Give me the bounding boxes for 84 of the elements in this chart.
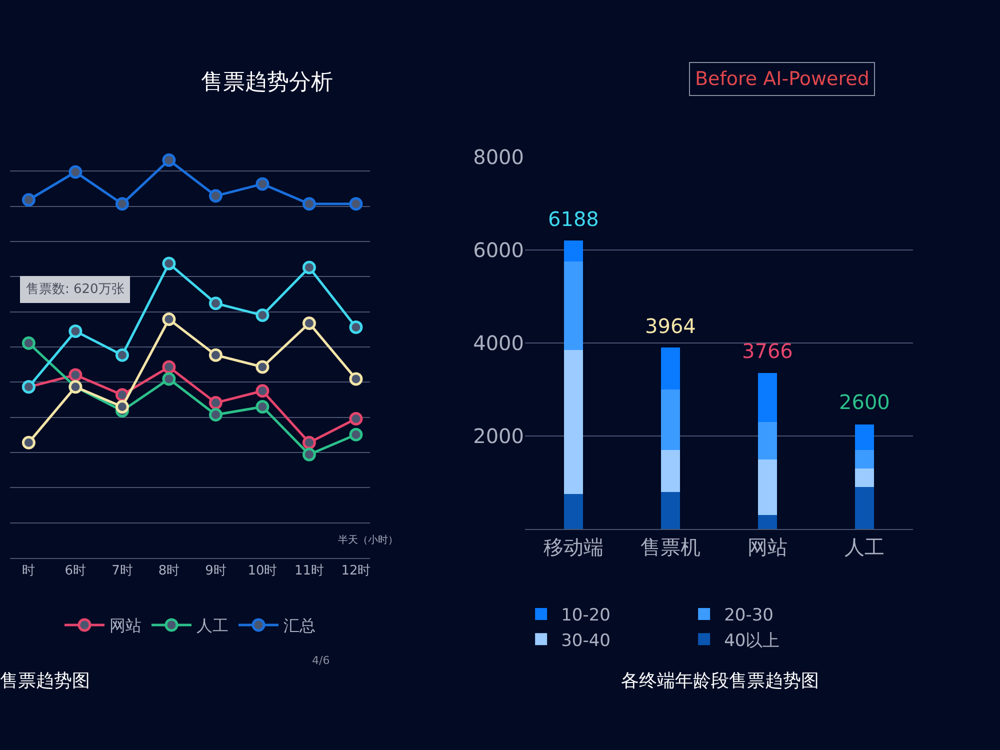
annotation: 3964 [645, 314, 696, 338]
x-tick-label: 7时 [112, 564, 133, 579]
point [208, 348, 222, 362]
point [208, 396, 222, 410]
text: 售票趋势分析 [201, 70, 333, 95]
x-tick-label: 9时 [205, 564, 226, 579]
y-tick-label: 2000 [473, 424, 524, 448]
x-axis-title: 半天（小时） [338, 534, 398, 546]
x-tick-label: 11时 [294, 564, 324, 579]
legend-label: 30-40 [561, 630, 610, 651]
bar [758, 515, 778, 529]
bar [854, 424, 874, 450]
point [349, 197, 363, 211]
legend-label: 40以上 [724, 630, 780, 651]
bar [660, 450, 680, 492]
bar [660, 348, 680, 390]
y-tick-label: 4000 [473, 331, 524, 355]
point [162, 312, 176, 326]
bar [564, 240, 584, 262]
point [256, 360, 270, 374]
annotation: 3766 [742, 339, 793, 363]
x-tick-label: 移动端 [544, 535, 604, 559]
point [349, 412, 363, 426]
point [208, 189, 222, 203]
legend-label: 20-30 [724, 606, 774, 626]
bar [758, 422, 778, 460]
bar [758, 459, 778, 516]
x-tick-label: 人工 [844, 535, 884, 559]
bar [854, 450, 874, 469]
annotation: 售票数: 620万张 [26, 282, 124, 297]
point [302, 316, 316, 330]
point [115, 348, 129, 362]
point [349, 372, 363, 386]
bar [564, 494, 584, 529]
x-tick-label: 10时 [248, 564, 278, 579]
text: 4/6 [312, 654, 330, 667]
legend-label: 10-20 [561, 606, 610, 626]
point [68, 368, 82, 382]
point [349, 320, 363, 334]
x-tick-label: 8时 [158, 564, 180, 579]
point [162, 360, 176, 374]
bar [564, 350, 584, 494]
x-tick-label: 售票机 [640, 535, 700, 559]
bar [564, 262, 584, 350]
point [68, 165, 82, 179]
point [349, 428, 363, 442]
x-tick-label: 12时 [341, 564, 371, 579]
x-tick-label: 网站 [748, 535, 788, 559]
point [256, 384, 270, 398]
point [162, 256, 176, 270]
point [162, 153, 176, 167]
x-tick-label: 时 [22, 564, 36, 579]
annotation: 2600 [839, 390, 890, 414]
point [302, 260, 316, 274]
annotation: 6188 [548, 207, 599, 231]
bar [660, 492, 680, 529]
legend-label: 汇总 [284, 616, 316, 636]
text: 售票趋势图 [0, 670, 90, 692]
point [115, 400, 129, 414]
point [256, 177, 270, 191]
y-tick-label: 8000 [473, 145, 524, 169]
text: Before AI-Powered [695, 68, 870, 90]
x-tick-label: 6时 [64, 564, 86, 579]
point [68, 324, 82, 338]
bar [660, 390, 680, 450]
legend-label: 网站 [110, 616, 142, 636]
point [22, 436, 36, 450]
point [208, 296, 222, 310]
text: 各终端年龄段售票趋势图 [621, 670, 819, 692]
point [302, 436, 316, 450]
point [22, 193, 36, 207]
point [162, 372, 176, 386]
bar [854, 468, 874, 488]
y-tick-label: 6000 [473, 238, 524, 262]
point [22, 336, 36, 350]
point [302, 197, 316, 211]
bar [758, 373, 778, 422]
bar [854, 487, 874, 529]
point [256, 308, 270, 322]
legend-label: 人工 [196, 616, 228, 636]
point [208, 408, 222, 422]
point [115, 197, 129, 211]
point [302, 448, 316, 462]
point [256, 400, 270, 414]
